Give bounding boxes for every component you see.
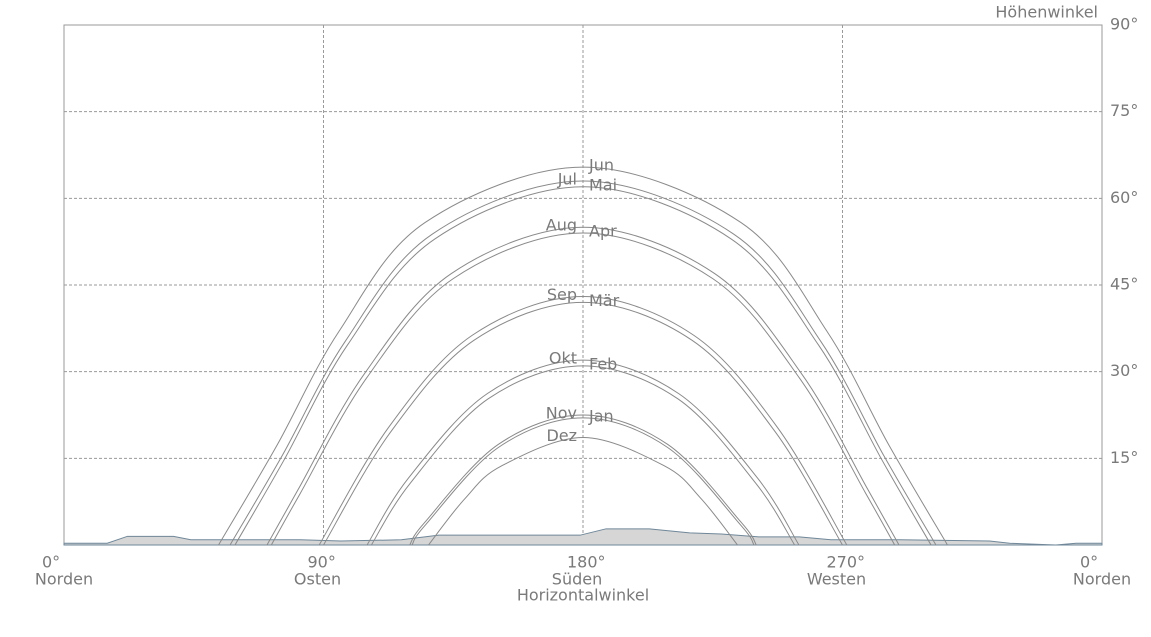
month-label: Jun (588, 156, 614, 175)
sun-path (411, 417, 755, 546)
x-tick-label: 90° (308, 553, 336, 572)
sun-path (270, 232, 896, 546)
month-label: Mär (589, 291, 620, 310)
y-tick-label: 30° (1110, 361, 1138, 380)
y-axis-title: Höhenwinkel (995, 3, 1098, 22)
month-label: Jan (588, 406, 614, 425)
x-tick-label: 270° (827, 553, 866, 572)
x-tick-label: 180° (567, 553, 606, 572)
sun-path (218, 166, 948, 546)
x-tick-direction: Norden (35, 570, 93, 589)
x-tick-direction: Westen (807, 570, 866, 589)
x-tick-label: 0° (1080, 553, 1098, 572)
month-label: Jul (557, 170, 577, 189)
x-tick-direction: Osten (294, 570, 341, 589)
month-label: Mai (589, 175, 617, 194)
sun-path (323, 301, 843, 546)
y-tick-label: 90° (1110, 15, 1138, 34)
y-tick-label: 15° (1110, 448, 1138, 467)
sun-path (409, 414, 757, 546)
month-label: Nov (546, 404, 577, 423)
month-label: Dez (546, 426, 577, 445)
sun-path (318, 296, 848, 546)
sun-path (266, 226, 900, 546)
horizon-area (63, 528, 1103, 546)
sun-path (229, 180, 937, 546)
x-tick-direction: Norden (1073, 570, 1131, 589)
y-tick-label: 45° (1110, 275, 1138, 294)
x-tick-label: 0° (42, 553, 60, 572)
y-tick-label: 75° (1110, 101, 1138, 120)
sun-path (234, 186, 932, 546)
x-tick-direction: Süden (552, 570, 602, 589)
month-label: Aug (546, 216, 577, 235)
y-tick-label: 60° (1110, 188, 1138, 207)
month-label: Sep (547, 285, 577, 304)
sun-path (366, 359, 800, 546)
month-label: Feb (589, 354, 617, 373)
month-label: Okt (549, 349, 577, 368)
sun-path (428, 437, 738, 546)
sun-path (370, 365, 796, 546)
x-axis-title: Horizontalwinkel (517, 586, 649, 605)
month-label: Apr (589, 222, 617, 241)
